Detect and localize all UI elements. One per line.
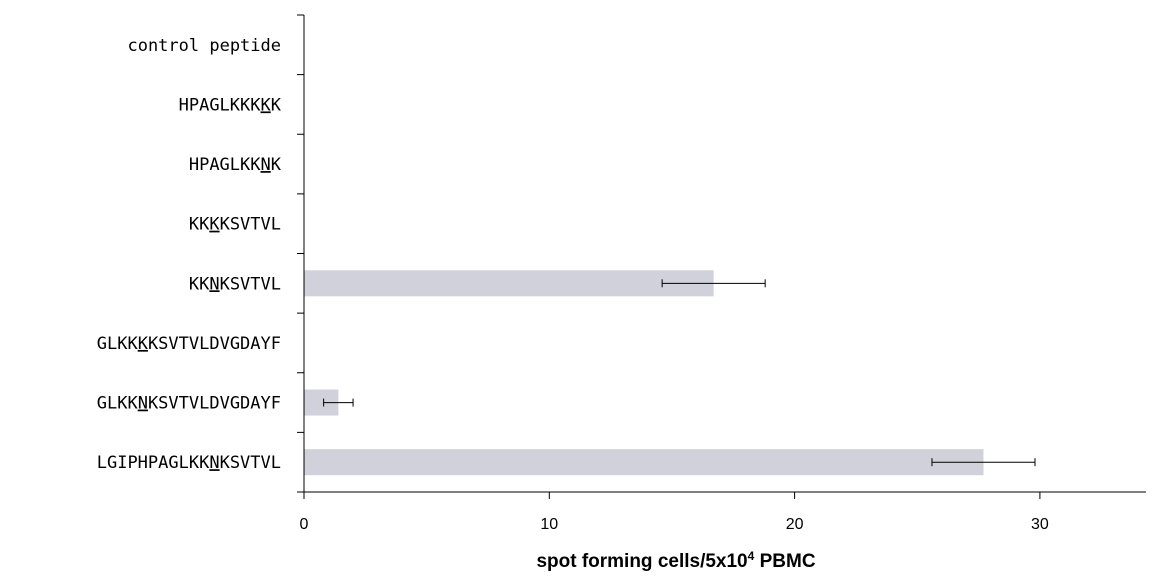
category-label-prefix: GLKK	[97, 394, 139, 414]
x-tick-label: 0	[300, 516, 309, 533]
category-label-suffix: KSVTVL	[220, 215, 281, 235]
x-axis-title-superscript: 4	[748, 549, 755, 563]
x-axis-title: spot forming cells/5x104 PBMC	[536, 549, 815, 572]
category-label-mutation: K	[261, 95, 272, 115]
category-label-suffix: control peptide	[127, 36, 281, 56]
category-label-mutation: N	[209, 453, 219, 473]
category-label-prefix: KK	[189, 274, 210, 294]
bar	[304, 270, 714, 297]
category-label: KKKKSVTVL	[189, 215, 281, 235]
x-tick-label: 30	[1031, 516, 1049, 533]
x-tick-label: 20	[786, 516, 804, 533]
bars-layer	[304, 270, 1036, 476]
axes-layer	[297, 14, 1147, 493]
category-label-mutation: N	[261, 155, 271, 175]
category-label: KKNKSVTVL	[189, 274, 281, 294]
category-label-prefix: LGIPHPAGLKK	[97, 453, 210, 473]
category-label: HPAGLKKNK	[189, 155, 282, 175]
category-label-prefix: GLKK	[97, 334, 139, 354]
category-label: GLKKNKSVTVLDVGDAYF	[97, 394, 281, 414]
category-label-suffix: KSVTVL	[220, 453, 281, 473]
category-label-mutation: K	[138, 334, 149, 354]
category-label: control peptide	[127, 36, 281, 56]
bar	[304, 449, 984, 476]
category-labels: control peptideHPAGLKKKKKHPAGLKKNKKKKKSV…	[97, 36, 282, 473]
x-axis-title-unit: PBMC	[754, 551, 816, 572]
category-label-prefix: HPAGLKKK	[179, 95, 262, 115]
category-label-suffix: KSVTVLDVGDAYF	[148, 334, 281, 354]
category-label: HPAGLKKKKK	[179, 95, 282, 115]
category-label-mutation: N	[138, 394, 148, 414]
category-label-mutation: K	[209, 215, 220, 235]
category-label: LGIPHPAGLKKNKSVTVL	[97, 453, 281, 473]
category-label: GLKKKKSVTVLDVGDAYF	[97, 334, 281, 354]
category-label-mutation: N	[209, 274, 219, 294]
category-label-prefix: HPAGLKK	[189, 155, 261, 175]
category-label-suffix: K	[271, 95, 282, 115]
category-label-suffix: K	[271, 155, 282, 175]
x-ticks: 0 10 20 30	[300, 492, 1049, 533]
category-label-suffix: KSVTVL	[220, 274, 281, 294]
x-tick-label: 10	[540, 516, 558, 533]
x-axis-title-main: spot forming cells/5x10	[536, 551, 747, 572]
category-label-prefix: KK	[189, 215, 210, 235]
category-label-suffix: KSVTVLDVGDAYF	[148, 394, 281, 414]
